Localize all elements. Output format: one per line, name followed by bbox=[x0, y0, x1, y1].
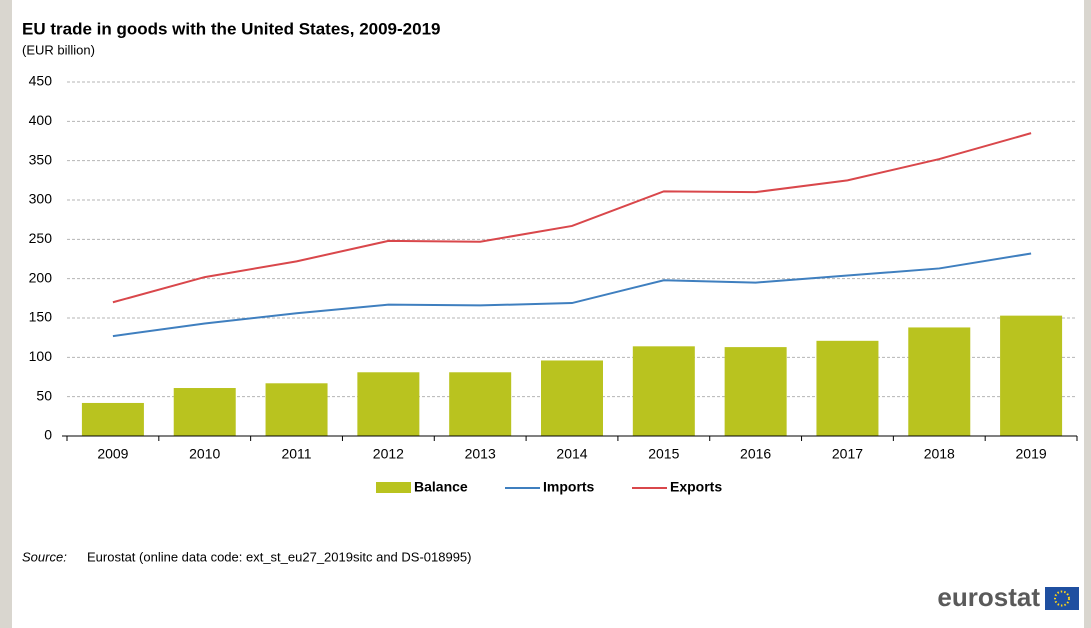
x-tick-label: 2013 bbox=[465, 446, 496, 462]
y-tick-label: 0 bbox=[44, 427, 52, 443]
x-tick-label: 2019 bbox=[1016, 446, 1047, 462]
x-tick-label: 2012 bbox=[373, 446, 404, 462]
x-tick-label: 2017 bbox=[832, 446, 863, 462]
y-tick-label: 200 bbox=[29, 269, 53, 285]
y-tick-label: 450 bbox=[29, 73, 53, 89]
eu-flag bbox=[1045, 587, 1079, 610]
bar bbox=[449, 372, 512, 436]
source-label: Source: bbox=[22, 549, 67, 564]
line bbox=[112, 132, 1032, 304]
y-tick-label: 100 bbox=[29, 348, 53, 364]
y-tick-label: 300 bbox=[29, 191, 53, 207]
legend-label: Imports bbox=[543, 479, 595, 495]
y-tick-label: 50 bbox=[36, 387, 52, 403]
legend-swatch bbox=[376, 482, 411, 493]
x-tick-label: 2018 bbox=[924, 446, 955, 462]
x-tick-label: 2011 bbox=[281, 446, 311, 462]
bar bbox=[357, 372, 420, 436]
x-tick-label: 2014 bbox=[556, 446, 587, 462]
y-tick-label: 250 bbox=[29, 230, 53, 246]
legend-label: Exports bbox=[670, 479, 722, 495]
bar bbox=[1000, 315, 1063, 436]
logo-text: eurostat bbox=[937, 582, 1040, 612]
x-tick-label: 2015 bbox=[648, 446, 679, 462]
bar bbox=[173, 388, 236, 436]
bar bbox=[81, 402, 144, 436]
y-tick-label: 150 bbox=[29, 309, 53, 325]
bar bbox=[908, 327, 971, 436]
legend-label: Balance bbox=[414, 479, 468, 495]
source: Eurostat (online data code: ext_st_eu27_… bbox=[87, 549, 471, 564]
bar bbox=[632, 346, 695, 436]
x-tick-label: 2009 bbox=[97, 446, 128, 462]
y-tick-label: 400 bbox=[29, 112, 53, 128]
line bbox=[112, 252, 1032, 338]
x-tick-label: 2016 bbox=[740, 446, 771, 462]
y-tick-label: 350 bbox=[29, 151, 53, 167]
panel bbox=[12, 0, 1084, 628]
bar bbox=[265, 383, 328, 436]
chart-title: EU trade in goods with the United States… bbox=[22, 19, 441, 38]
bar bbox=[541, 360, 603, 436]
x-tick-label: 2010 bbox=[189, 446, 220, 462]
bar bbox=[816, 340, 879, 436]
bar bbox=[724, 347, 787, 436]
chart-subtitle: (EUR billion) bbox=[22, 42, 95, 57]
